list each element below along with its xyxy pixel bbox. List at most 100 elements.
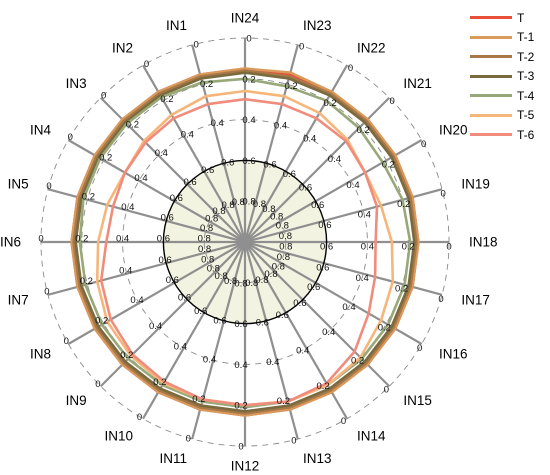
radial-tick-label: 0 [446, 242, 451, 253]
legend: T T-1 T-2 T-3 T-4 T-5 T-6 [470, 8, 548, 145]
radial-tick-label: 0.2 [200, 79, 213, 90]
radial-tick-label: 0.6 [307, 282, 320, 293]
legend-label: T-2 [517, 49, 535, 64]
legend-label: T-5 [517, 108, 535, 123]
radial-tick-label: 0 [341, 416, 346, 427]
radial-tick-label: 0 [299, 42, 304, 53]
series-line-t-1 [70, 67, 420, 417]
radial-tick-label: 0.6 [157, 234, 170, 245]
legend-swatch [470, 74, 512, 78]
radial-tick-label: 0.6 [170, 193, 183, 204]
category-label-in21: IN21 [403, 76, 432, 91]
radial-tick-label: 0.8 [207, 264, 220, 275]
radial-tick-label: 0.6 [311, 200, 324, 211]
legend-label: T-4 [517, 88, 535, 103]
radial-tick-label: 0.6 [276, 310, 289, 321]
radial-tick-label: 0.6 [234, 319, 247, 330]
radial-tick-label: 0.2 [153, 377, 166, 388]
radial-tick-label: 0.4 [121, 202, 134, 213]
radial-tick-label: 0.2 [234, 401, 247, 412]
radial-tick-label: 0 [186, 434, 191, 445]
radial-tick-label: 0.4 [358, 210, 371, 221]
radial-tick-label: 0.6 [221, 158, 234, 169]
radial-tick-label: 0.4 [130, 295, 143, 306]
radial-tick-label: 0.6 [194, 306, 207, 317]
legend-swatch [470, 16, 512, 20]
radial-tick-label: 0.6 [161, 213, 174, 224]
category-label-in13: IN13 [303, 451, 332, 466]
radial-tick-label: 0.4 [134, 173, 147, 184]
category-label-in12: IN12 [231, 459, 260, 474]
radial-tick-label: 0.8 [276, 221, 289, 232]
radial-tick-label: 0.2 [82, 191, 95, 202]
radial-tick-label: 0.2 [120, 350, 133, 361]
radial-tick-label: 0 [417, 343, 422, 354]
radial-tick-label: 0 [421, 139, 426, 150]
radial-tick-label: 0.4 [119, 265, 132, 276]
legend-item: T-1 [470, 28, 548, 48]
radial-tick-label: 0.6 [256, 317, 269, 328]
category-label-in18: IN18 [469, 235, 498, 250]
radial-tick-label: 0.8 [198, 234, 211, 245]
legend-item: T-2 [470, 47, 548, 67]
radial-tick-label: 0.2 [95, 316, 108, 327]
radial-tick-label: 0.2 [316, 381, 329, 392]
radial-tick-label: 0.8 [245, 278, 258, 289]
radial-tick-label: 0 [144, 59, 149, 70]
radial-tick-label: 0 [38, 234, 43, 245]
radial-tick-label: 0.8 [255, 275, 268, 286]
radial-tick-label: 0 [440, 189, 445, 200]
category-label-in19: IN19 [461, 177, 490, 192]
legend-item: T-3 [470, 67, 548, 87]
category-label-in24: IN24 [231, 11, 260, 26]
legend-swatch [470, 133, 512, 137]
radial-tick-label: 0.8 [224, 276, 237, 287]
legend-label: T-3 [517, 69, 535, 84]
radial-tick-label: 0.2 [357, 125, 370, 136]
radial-tick-label: 0.4 [346, 180, 359, 191]
legend-label: T [517, 10, 525, 25]
radial-tick-label: 0 [389, 96, 394, 107]
radial-tick-label: 0 [64, 336, 69, 347]
category-label-in3: IN3 [66, 76, 87, 91]
radial-tick-label: 0.6 [213, 315, 226, 326]
category-label-in17: IN17 [461, 293, 490, 308]
radial-tick-label: 0.6 [316, 263, 329, 274]
radial-tick-label: 0.8 [214, 271, 227, 282]
radial-tick-label: 0.8 [272, 261, 285, 272]
category-label-in11: IN11 [159, 451, 187, 466]
category-label-in16: IN16 [439, 347, 468, 362]
radial-tick-label: 0.2 [382, 159, 395, 170]
radial-tick-label: 0.6 [201, 165, 214, 176]
radial-tick-label: 0.4 [174, 342, 187, 353]
radial-tick-label: 0 [384, 385, 389, 396]
radial-tick-label: 0.4 [342, 302, 355, 313]
radial-tick-label: 0.6 [283, 169, 296, 180]
radial-tick-label: 0.4 [303, 134, 316, 145]
radial-tick-label: 0.2 [80, 276, 93, 287]
radial-tick-label: 0.8 [212, 206, 225, 217]
radar-label-group: 00.20.40.60.800.20.40.60.800.20.40.60.80… [0, 11, 498, 474]
radial-tick-label: 0.6 [178, 292, 191, 303]
radial-tick-label: 0.6 [320, 242, 333, 253]
legend-item: T-5 [470, 106, 548, 126]
radial-tick-label: 0 [438, 294, 443, 305]
category-label-in10: IN10 [104, 429, 133, 444]
radial-tick-label: 0.2 [277, 396, 290, 407]
legend-label: T-6 [517, 127, 535, 142]
category-label-in5: IN5 [8, 177, 29, 192]
radial-tick-label: 0 [95, 379, 100, 390]
legend-swatch [470, 55, 512, 59]
radial-tick-label: 0.6 [242, 156, 255, 167]
radial-tick-label: 0.2 [397, 199, 410, 210]
radial-tick-label: 0.6 [183, 177, 196, 188]
radial-tick-label: 0.4 [149, 321, 162, 332]
radial-tick-label: 0.2 [402, 242, 415, 253]
radial-tick-label: 0.8 [201, 254, 214, 265]
radar-series-group [70, 67, 420, 417]
radial-tick-label: 0.8 [234, 278, 247, 289]
radial-tick-label: 0.6 [158, 255, 171, 266]
radial-tick-label: 0.2 [75, 234, 88, 245]
radial-tick-label: 0.2 [378, 323, 391, 334]
radial-tick-label: 0.6 [318, 220, 331, 231]
